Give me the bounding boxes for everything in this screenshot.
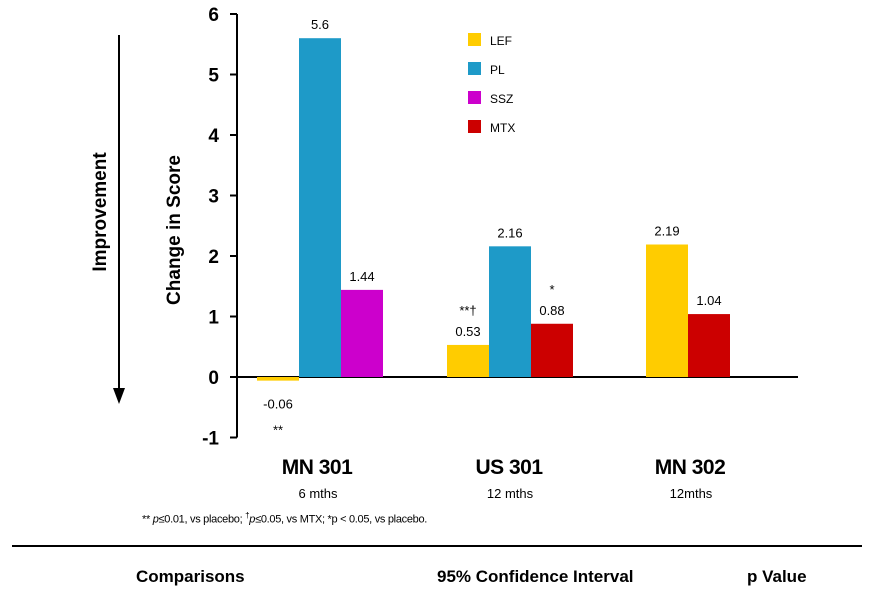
data-label: 2.19 bbox=[654, 224, 679, 239]
y-tick-label: 4 bbox=[208, 126, 219, 147]
annotation-label: ** bbox=[273, 423, 283, 438]
y-tick-label: 6 bbox=[208, 5, 219, 26]
bar-mn302-mtx bbox=[688, 314, 730, 377]
legend-swatch-mtx bbox=[468, 120, 481, 133]
p-value-header: p Value bbox=[747, 567, 807, 586]
group-sublabel: 6 mths bbox=[298, 486, 338, 501]
data-label: 1.44 bbox=[349, 269, 374, 284]
legend-label-lef: LEF bbox=[490, 34, 512, 48]
group-sublabel: 12mths bbox=[670, 486, 713, 501]
bar-mn302-lef bbox=[646, 244, 688, 377]
improvement-indicator: Improvement bbox=[90, 35, 125, 404]
improvement-arrow-head bbox=[113, 388, 125, 404]
bar-mn301-ssz bbox=[341, 289, 383, 377]
annotation-label: **† bbox=[459, 303, 476, 318]
annotation-label: * bbox=[549, 282, 554, 297]
y-tick-label: 3 bbox=[208, 187, 219, 208]
y-tick-label: 0 bbox=[208, 368, 219, 389]
bar-us301-pl bbox=[489, 246, 531, 377]
data-label: -0.06 bbox=[263, 397, 293, 412]
comparisons-header: Comparisons bbox=[136, 567, 245, 586]
y-tick-label: 5 bbox=[208, 66, 219, 87]
y-tick-label: 1 bbox=[208, 308, 219, 329]
legend: LEF PL SSZ MTX bbox=[468, 33, 515, 135]
y-axis-label: Change in Score bbox=[164, 155, 185, 305]
bar-us301-mtx bbox=[531, 323, 573, 377]
improvement-label: Improvement bbox=[90, 152, 111, 272]
bar-chart: -1 0 1 2 3 4 5 6 Change in Score -0.06 ** 5.6 1.44 M… bbox=[90, 5, 798, 501]
y-tick-label: -1 bbox=[202, 429, 219, 450]
group-label: MN 302 bbox=[655, 456, 726, 479]
legend-label-pl: PL bbox=[490, 63, 505, 77]
bar-us301-lef bbox=[447, 344, 489, 377]
data-label: 0.53 bbox=[455, 324, 480, 339]
legend-swatch-pl bbox=[468, 62, 481, 75]
bar-mn301-lef bbox=[257, 377, 299, 381]
group-label: MN 301 bbox=[282, 456, 353, 479]
legend-label-ssz: SSZ bbox=[490, 92, 513, 106]
bar-mn301-pl bbox=[299, 38, 341, 377]
footnote: ** p≤0.01, vs placebo; †p≤0.05, vs MTX; … bbox=[142, 511, 428, 526]
group-label: US 301 bbox=[475, 456, 543, 479]
legend-swatch-lef bbox=[468, 33, 481, 46]
confidence-interval-header: 95% Confidence Interval bbox=[437, 567, 634, 586]
group-sublabel: 12 mths bbox=[487, 486, 534, 501]
legend-swatch-ssz bbox=[468, 91, 481, 104]
data-label: 0.88 bbox=[539, 303, 564, 318]
data-label: 2.16 bbox=[497, 225, 522, 240]
data-label: 5.6 bbox=[311, 17, 329, 32]
y-tick-label: 2 bbox=[208, 247, 219, 268]
data-label: 1.04 bbox=[696, 293, 721, 308]
legend-label-mtx: MTX bbox=[490, 121, 515, 135]
table-divider bbox=[12, 545, 862, 547]
bars: -0.06 ** 5.6 1.44 MN 301 6 mths 0.53 **† 2.16 0.8… bbox=[257, 17, 730, 501]
